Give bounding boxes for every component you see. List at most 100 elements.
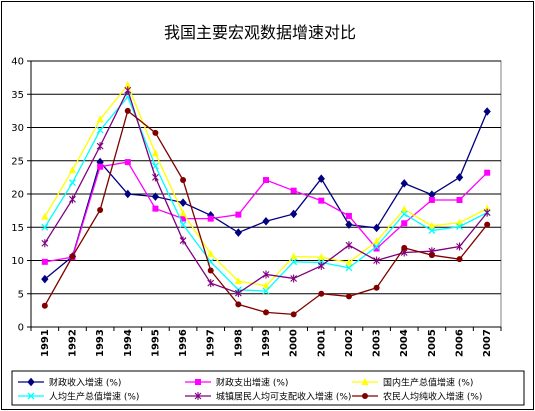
data-point (428, 221, 436, 229)
x-tick-label: 1993 (95, 329, 106, 357)
data-point (235, 211, 242, 218)
x-tick-label: 2005 (427, 329, 438, 357)
legend-label: 农民人均纯收入增速 (%) (383, 391, 482, 403)
data-point (483, 208, 491, 217)
data-point (69, 253, 76, 260)
data-point (179, 236, 187, 245)
data-point (484, 169, 491, 176)
data-point (373, 237, 381, 245)
data-point (180, 177, 187, 184)
data-point (151, 149, 159, 157)
data-point (484, 221, 491, 228)
x-tick-label: 2003 (372, 329, 383, 357)
data-point (428, 227, 436, 235)
data-point (96, 115, 104, 123)
data-point (263, 177, 269, 184)
data-point (456, 256, 463, 263)
data-point (97, 163, 104, 170)
data-point (317, 174, 325, 183)
data-point (152, 173, 159, 182)
data-point (41, 302, 48, 309)
x-tick-label: 2004 (399, 329, 410, 357)
data-point (207, 279, 215, 288)
legend-label: 城镇居民人均可支配收入增速 (%) (216, 391, 351, 403)
x-tick-label: 2002 (344, 329, 355, 357)
data-point (290, 311, 297, 318)
data-point (262, 287, 270, 295)
data-point (361, 378, 369, 385)
data-point (400, 179, 408, 188)
data-point (195, 379, 201, 385)
data-point (345, 293, 352, 300)
legend-item: 农民人均纯收入增速 (%) (352, 391, 482, 403)
series-3 (41, 80, 491, 289)
legend-box (11, 370, 525, 406)
data-point (456, 223, 463, 231)
data-point (97, 206, 104, 213)
x-tick-label: 2007 (482, 329, 493, 357)
data-point (289, 209, 298, 219)
data-point (401, 244, 408, 251)
data-point (345, 258, 353, 266)
data-point (373, 256, 380, 265)
legend-item: 人均生产总值增速 (%) (18, 391, 139, 403)
data-point (179, 198, 187, 207)
data-point (207, 249, 215, 257)
data-point (96, 142, 104, 151)
data-point (69, 195, 76, 204)
data-point (401, 220, 408, 227)
x-tick-label: 2006 (455, 329, 466, 357)
data-point (456, 242, 463, 251)
y-tick-label: 35 (11, 90, 24, 101)
data-point (263, 309, 269, 316)
y-tick-label: 40 (11, 57, 24, 68)
legend-label: 国内生产总值增速 (%) (383, 377, 473, 389)
data-point (124, 107, 131, 114)
data-point (152, 129, 159, 136)
data-point (41, 239, 49, 248)
data-point (483, 204, 491, 212)
x-tick-label: 1998 (233, 329, 244, 357)
data-point (483, 107, 491, 116)
data-point (27, 392, 35, 400)
data-point (41, 258, 48, 265)
data-point (68, 166, 76, 174)
data-point (362, 393, 368, 399)
data-point (41, 223, 49, 231)
data-point (345, 241, 353, 250)
data-point (373, 284, 380, 291)
data-point (290, 258, 298, 266)
data-point (234, 277, 242, 285)
data-point (372, 223, 381, 233)
data-point (317, 261, 325, 270)
y-tick-label: 5 (18, 289, 24, 300)
x-tick-label: 1992 (67, 329, 78, 357)
y-tick-label: 30 (11, 123, 24, 134)
data-point (207, 267, 214, 274)
data-point (234, 289, 242, 298)
legend-label: 财政收入增速 (%) (49, 377, 121, 389)
data-point (41, 212, 49, 220)
data-point (151, 192, 160, 201)
data-point (151, 162, 159, 170)
x-tick-label: 1995 (150, 329, 161, 357)
data-point (41, 274, 49, 284)
data-point (262, 270, 270, 279)
y-tick-label: 0 (18, 323, 24, 334)
data-point (373, 243, 381, 250)
y-tick-label: 10 (11, 256, 24, 267)
data-point (455, 173, 464, 182)
legend-item: 财政收入增速 (%) (18, 377, 121, 389)
data-point (345, 264, 353, 272)
data-point (428, 196, 435, 203)
data-point (124, 189, 132, 199)
y-tick-label: 20 (11, 190, 24, 201)
data-point (345, 220, 353, 229)
x-tick-label: 1997 (206, 329, 217, 357)
data-point (400, 210, 408, 218)
data-point (179, 221, 187, 229)
data-point (124, 159, 131, 166)
x-tick-label: 2000 (289, 329, 300, 357)
legend-item: 国内生产总值增速 (%) (352, 377, 473, 389)
